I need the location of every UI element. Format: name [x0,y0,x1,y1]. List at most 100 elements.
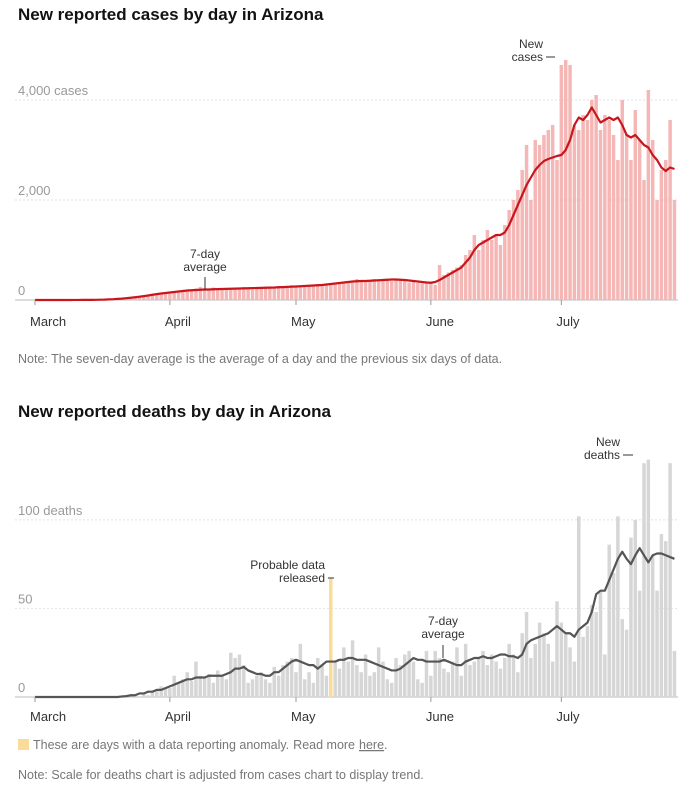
bar [198,287,203,300]
bar [263,286,268,300]
bar [498,668,503,697]
bar [650,555,655,697]
bar [424,650,429,697]
bar [181,290,185,300]
bar [403,654,407,697]
bar [633,519,638,697]
bar [642,180,646,300]
bar [568,65,572,300]
bar [668,463,672,697]
bar [485,665,490,697]
bar [320,665,324,697]
bar [620,100,624,300]
bar [585,120,590,300]
legend-name: These are days with a data reporting ano… [33,738,289,752]
bar [311,682,316,697]
bar [302,285,307,300]
bar [672,200,677,300]
bar [350,640,355,697]
bar [307,672,311,697]
legend-swatch [18,739,29,750]
bar [142,693,146,697]
bar [246,682,250,697]
bar [542,135,546,300]
bar [394,658,398,697]
bar [455,267,459,300]
bar [429,282,433,300]
average-line [35,106,675,302]
bar [142,295,146,300]
bar [568,647,572,697]
bar [237,654,242,697]
bar [350,281,355,300]
bar [533,140,537,300]
bar [285,661,290,697]
bar [172,291,176,300]
bar [611,573,616,697]
bar [476,658,481,697]
bar [555,160,559,300]
bar [381,661,385,697]
bar [333,283,337,300]
bar [437,265,442,300]
legend-more: Read more [293,738,355,752]
bar [333,661,337,697]
bar [281,286,285,300]
bar [324,283,329,300]
bar [398,665,403,697]
bar [337,282,342,300]
bar [268,682,272,697]
average-line [35,547,675,699]
bar [442,275,446,300]
x-tick-label: March [30,709,66,724]
bar [668,120,672,300]
bar [376,647,381,697]
bar [237,287,242,300]
bar [563,633,568,697]
y-tick-label: 4,000 cases [18,83,89,98]
bar [189,681,194,697]
bar [659,170,664,300]
bar [155,689,159,697]
legend-link[interactable]: here [359,738,384,752]
y-tick-label: 0 [18,680,25,695]
x-tick-label: April [165,314,191,329]
bar [255,287,259,300]
bar [407,650,411,697]
bar [577,130,581,300]
bar [416,679,420,697]
bar [163,688,168,697]
bar [476,250,481,300]
bar [255,675,259,697]
bar [637,140,642,300]
bar [163,292,168,300]
bar [537,622,542,697]
bar [372,279,377,300]
bar [594,95,598,300]
bar [481,650,485,697]
bar [594,611,598,697]
bar [459,675,464,697]
bar [433,650,437,697]
bar [259,288,263,300]
bar [459,265,464,300]
bar [389,682,394,697]
bar [250,679,255,697]
bar [259,672,263,697]
bar [516,672,520,697]
bar [168,293,172,300]
bar [590,100,594,300]
bar [168,688,172,697]
bar [429,675,433,697]
bar [507,210,511,300]
bar [207,673,211,697]
annotation: cases [512,50,543,64]
bar [215,289,220,300]
bar [337,668,342,697]
bar [520,633,524,697]
bar [511,200,516,300]
bar [646,90,651,300]
bar [485,230,490,300]
annotation: Probable data [250,558,325,572]
bar [320,285,324,300]
